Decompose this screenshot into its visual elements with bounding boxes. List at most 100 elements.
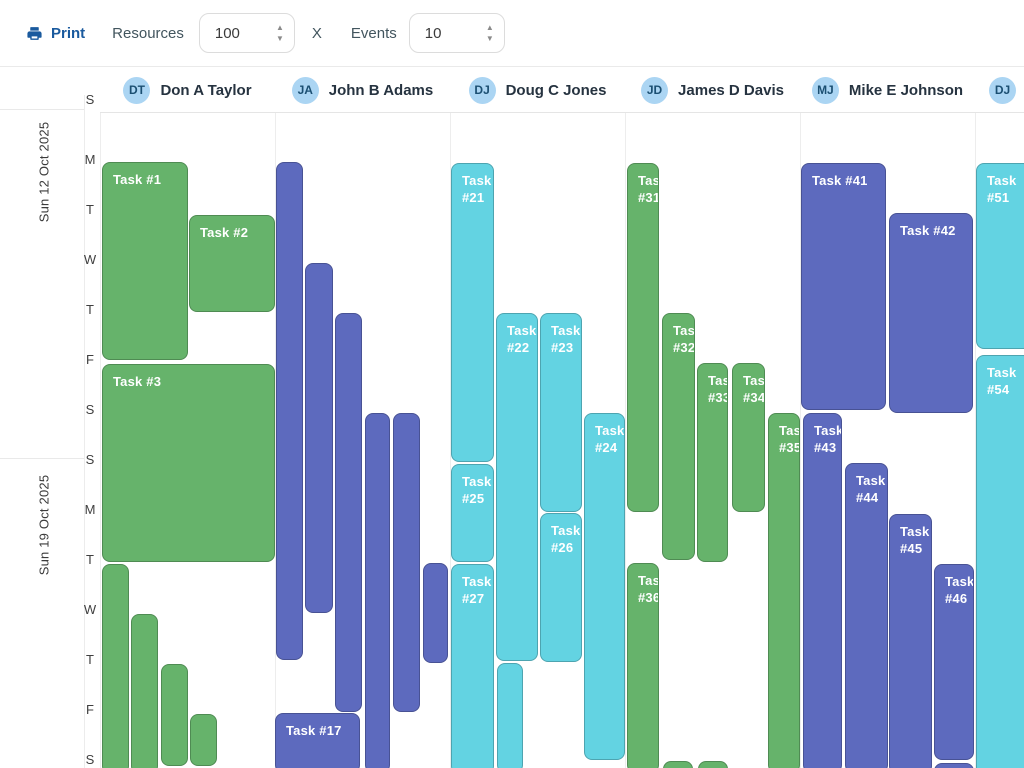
- spin-up-icon[interactable]: ▲: [485, 22, 494, 32]
- task-bar[interactable]: Task #33: [697, 363, 728, 562]
- task-bar[interactable]: Task #31: [627, 163, 659, 512]
- task-bar[interactable]: [305, 263, 333, 613]
- task-bar[interactable]: Task #25: [451, 464, 494, 562]
- resource-header-cell: JA John B Adams: [275, 68, 450, 112]
- task-bar[interactable]: Task #35: [768, 413, 800, 768]
- task-bar[interactable]: [131, 614, 158, 768]
- header-divider: [100, 112, 1024, 113]
- task-bar[interactable]: [161, 664, 188, 766]
- day-letter: W: [83, 252, 97, 267]
- resource-header-cell: JD James D Davis: [625, 68, 800, 112]
- day-letter: S: [85, 452, 95, 467]
- day-letter: T: [86, 652, 94, 667]
- task-bar[interactable]: Task #24: [584, 413, 625, 760]
- events-count-input[interactable]: [409, 14, 480, 52]
- print-button[interactable]: Print: [26, 25, 85, 42]
- task-bar[interactable]: [663, 761, 693, 768]
- events-count-spinner: ▲ ▼: [408, 13, 505, 53]
- task-bar[interactable]: Task #34: [732, 363, 765, 512]
- resource-name: Mike E Johnson: [848, 81, 964, 99]
- task-bar[interactable]: Task #44: [845, 463, 888, 768]
- avatar: MJ: [811, 76, 839, 104]
- spin-down-icon[interactable]: ▼: [275, 33, 284, 43]
- avatar: JA: [291, 76, 319, 104]
- task-bar[interactable]: Task #1: [102, 162, 188, 360]
- toolbar: Print Resources ▲ ▼ X Events ▲ ▼: [0, 0, 1024, 67]
- task-bar[interactable]: [423, 563, 448, 663]
- resource-name: James D Davis: [678, 81, 784, 99]
- column-divider: [975, 68, 976, 768]
- task-bar[interactable]: Task #45: [889, 514, 932, 768]
- column-divider: [275, 68, 276, 768]
- time-axis: S M T W T F S S M T W T F S Sun 12 Oct 2025 Sun 19 Oct …: [0, 95, 100, 768]
- scheduler-grid: Task #1 Task #2 Task #3 Task #17 Task #21 Tas…: [100, 112, 1024, 768]
- avatar: DJ: [468, 76, 496, 104]
- day-letter: S: [85, 752, 95, 767]
- day-letter: F: [86, 702, 94, 717]
- task-bar[interactable]: Task #36: [627, 563, 659, 768]
- resource-header-cell: MJ Mike E Johnson: [800, 68, 975, 112]
- task-bar[interactable]: Task #42: [889, 213, 973, 413]
- week-divider: [0, 109, 84, 110]
- resource-name: Doug C Jones: [505, 81, 607, 99]
- resource-header-cell: DT Don A Taylor: [100, 68, 275, 112]
- column-divider: [100, 68, 101, 768]
- resources-count-input[interactable]: [199, 14, 270, 52]
- task-bar[interactable]: Task #2: [189, 215, 275, 312]
- task-bar[interactable]: [934, 763, 974, 768]
- task-bar[interactable]: Task #17: [275, 713, 360, 768]
- task-bar[interactable]: [276, 162, 303, 660]
- task-bar[interactable]: Task #27: [451, 564, 494, 768]
- times-label: X: [311, 24, 322, 42]
- task-bar[interactable]: Task #43: [803, 413, 842, 768]
- resource-name: John B Adams: [328, 81, 434, 99]
- task-bar[interactable]: [365, 413, 390, 768]
- task-bar[interactable]: [335, 313, 362, 712]
- day-letter: M: [84, 152, 96, 167]
- spin-up-icon[interactable]: ▲: [275, 22, 284, 32]
- day-letter: S: [85, 402, 95, 417]
- resource-header: DT Don A Taylor JA John B Adams DJ Doug C Jon…: [100, 68, 1024, 112]
- resources-count-spinner: ▲ ▼: [198, 13, 295, 53]
- task-bar[interactable]: Task #32: [662, 313, 695, 560]
- resource-name: Don A Taylor: [160, 81, 252, 99]
- task-bar[interactable]: [393, 413, 420, 712]
- events-label: Events: [350, 24, 397, 42]
- day-letter: T: [86, 552, 94, 567]
- task-bar[interactable]: [497, 663, 523, 768]
- task-bar[interactable]: Task #54: [976, 355, 1024, 768]
- task-bar[interactable]: Task #26: [540, 513, 582, 662]
- task-bar[interactable]: [102, 564, 129, 768]
- column-divider: [800, 68, 801, 768]
- task-bar[interactable]: Task #3: [102, 364, 275, 562]
- axis-divider: [84, 95, 85, 768]
- task-bar[interactable]: [190, 714, 217, 766]
- task-bar[interactable]: Task #46: [934, 564, 974, 760]
- task-bar[interactable]: [698, 761, 728, 768]
- day-letter: S: [85, 95, 95, 107]
- day-letter: F: [86, 352, 94, 367]
- avatar: DJ: [989, 76, 1016, 104]
- resource-header-cell: DJ: [975, 68, 1024, 112]
- day-letter: M: [84, 502, 96, 517]
- resources-label: Resources: [112, 24, 184, 42]
- day-letter: T: [86, 202, 94, 217]
- print-label: Print: [51, 24, 86, 42]
- task-bar[interactable]: Task #21: [451, 163, 494, 462]
- week-label: Sun 12 Oct 2025: [36, 121, 52, 223]
- print-icon: [26, 25, 43, 42]
- spin-down-icon[interactable]: ▼: [485, 33, 494, 43]
- task-bar[interactable]: Task #23: [540, 313, 582, 512]
- task-bar[interactable]: Task #41: [801, 163, 886, 410]
- column-divider: [625, 68, 626, 768]
- spinner-arrows: ▲ ▼: [276, 14, 284, 52]
- task-bar[interactable]: Task #22: [496, 313, 538, 661]
- avatar: DT: [123, 76, 151, 104]
- column-divider: [450, 68, 451, 768]
- spinner-arrows: ▲ ▼: [486, 14, 494, 52]
- day-letter: T: [86, 302, 94, 317]
- week-label: Sun 19 Oct 2025: [36, 474, 52, 576]
- resource-header-cell: DJ Doug C Jones: [450, 68, 625, 112]
- task-bar[interactable]: Task #51: [976, 163, 1024, 349]
